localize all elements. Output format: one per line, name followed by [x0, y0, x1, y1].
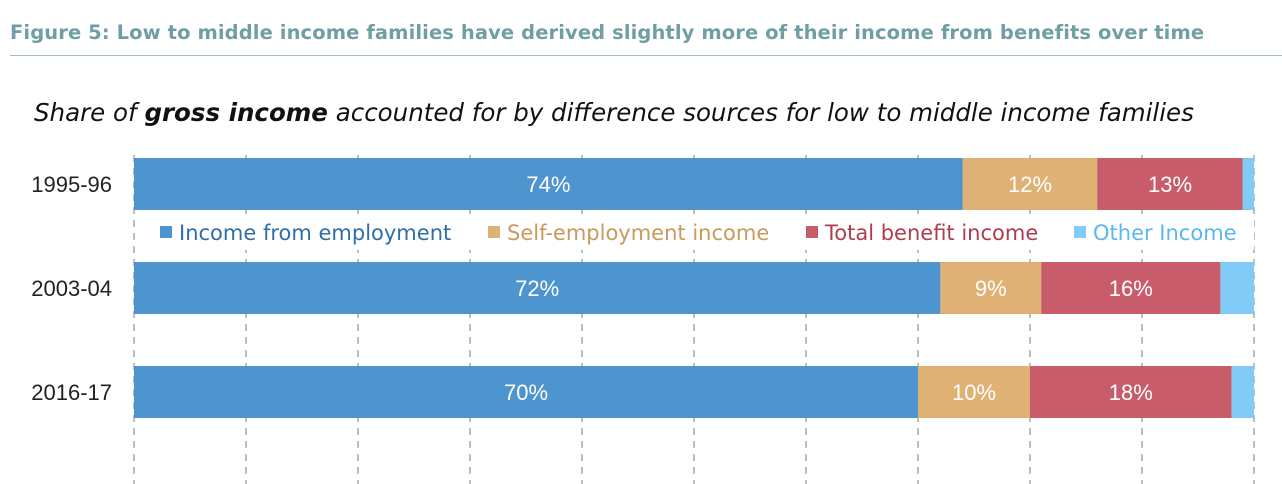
- data-label: 70%: [504, 380, 548, 405]
- legend-label: Self-employment income: [507, 221, 769, 245]
- category-label: 2016-17: [31, 380, 112, 405]
- category-label: 2003-04: [31, 276, 112, 301]
- bar-segment: [1097, 158, 1243, 210]
- figure-title: Figure 5: Low to middle income families …: [10, 21, 1205, 44]
- legend-swatch: [806, 226, 818, 238]
- legend-label: Income from employment: [179, 221, 451, 245]
- bar-segment: [134, 158, 963, 210]
- chart-title-prefix: Share of: [34, 98, 145, 127]
- legend-label: Total benefit income: [824, 221, 1038, 245]
- data-label: 74%: [526, 172, 570, 197]
- legend-swatch: [160, 226, 172, 238]
- chart-title-suffix: accounted for by difference sources for …: [327, 98, 1194, 127]
- data-label: 10%: [952, 380, 996, 405]
- title-divider: [10, 55, 1282, 56]
- bar-segment: [1041, 262, 1221, 314]
- data-label: 9%: [975, 276, 1007, 301]
- bar-segment: [918, 366, 1030, 418]
- legend-label: Other Income: [1093, 221, 1237, 245]
- data-label: 16%: [1109, 276, 1153, 301]
- data-label: 13%: [1148, 172, 1192, 197]
- legend-background: [150, 214, 1254, 250]
- bar-segment: [1242, 158, 1254, 210]
- bar-segment: [1231, 366, 1254, 418]
- data-label: 72%: [515, 276, 559, 301]
- bar-segment: [940, 262, 1042, 314]
- chart-title-emphasis: gross income: [144, 98, 328, 127]
- bar-segment: [1220, 262, 1254, 314]
- bar-segment: [134, 262, 941, 314]
- legend-swatch: [1074, 226, 1086, 238]
- data-label: 18%: [1109, 380, 1153, 405]
- legend-swatch: [488, 226, 500, 238]
- bar-segment: [1030, 366, 1232, 418]
- category-label: 1995-96: [31, 172, 112, 197]
- bar-segment: [962, 158, 1098, 210]
- bar-segment: [134, 366, 918, 418]
- chart-title: Share of gross income accounted for by d…: [34, 98, 1194, 127]
- data-label: 12%: [1008, 172, 1052, 197]
